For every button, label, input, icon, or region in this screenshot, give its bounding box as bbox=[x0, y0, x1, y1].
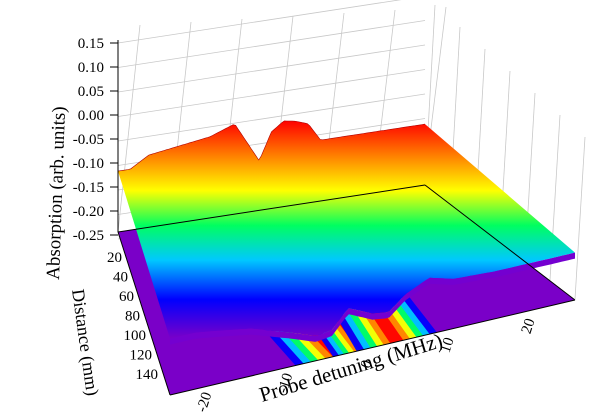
axis-line bbox=[424, 184, 576, 301]
z-tick-label: -0.10 bbox=[73, 156, 104, 172]
y-tick-label: 40 bbox=[113, 270, 128, 286]
absorption-surface bbox=[117, 120, 575, 345]
x-tick-label: 20 bbox=[519, 317, 539, 336]
gridline-x bbox=[117, 24, 141, 233]
axis-line bbox=[117, 184, 426, 233]
x-tick-label: -10 bbox=[275, 371, 296, 395]
gridline-z bbox=[117, 69, 426, 117]
surface-body bbox=[118, 120, 575, 339]
z-tick-label: 0.00 bbox=[78, 108, 104, 124]
axes bbox=[117, 40, 576, 396]
gridline-z bbox=[117, 0, 402, 44]
axis-line bbox=[117, 231, 171, 396]
gridline-y bbox=[574, 136, 586, 300]
x-tick-label: 10 bbox=[438, 336, 458, 355]
surface-front-face bbox=[170, 252, 575, 345]
axis-line bbox=[169, 299, 576, 396]
y-tick-label: 100 bbox=[124, 328, 147, 344]
gridline-z bbox=[117, 93, 426, 142]
y-tick-label: 80 bbox=[125, 309, 140, 325]
y-tick-label: 140 bbox=[136, 367, 159, 383]
z-tick-label: -0.25 bbox=[73, 228, 104, 244]
y-axis-ticks: 20 40 60 80 100 120 140 bbox=[107, 250, 158, 383]
gridline-z bbox=[117, 44, 426, 93]
y-tick-label: 60 bbox=[119, 289, 134, 305]
z-axis-title: Absorption (arb. units) bbox=[43, 106, 70, 280]
gridline-z bbox=[117, 20, 426, 68]
y-tick-label: 20 bbox=[107, 250, 122, 266]
z-tick-label: 0.05 bbox=[78, 84, 104, 100]
z-tick-label: -0.05 bbox=[73, 132, 104, 148]
z-tick-label: -0.15 bbox=[73, 180, 104, 196]
z-axis-ticks: 0.15 0.10 0.05 0.00 -0.05 -0.10 -0.15 -0.20 -0.2… bbox=[73, 36, 118, 244]
surface-back-edge bbox=[117, 120, 426, 172]
y-tick-label: 120 bbox=[130, 348, 153, 364]
z-tick-label: 0.15 bbox=[78, 36, 104, 52]
z-tick-label: 0.10 bbox=[78, 60, 104, 76]
z-tick-label: -0.20 bbox=[73, 204, 104, 220]
y-axis-title: Distance (mm) bbox=[67, 288, 103, 397]
x-tick-label: -20 bbox=[194, 390, 215, 412]
